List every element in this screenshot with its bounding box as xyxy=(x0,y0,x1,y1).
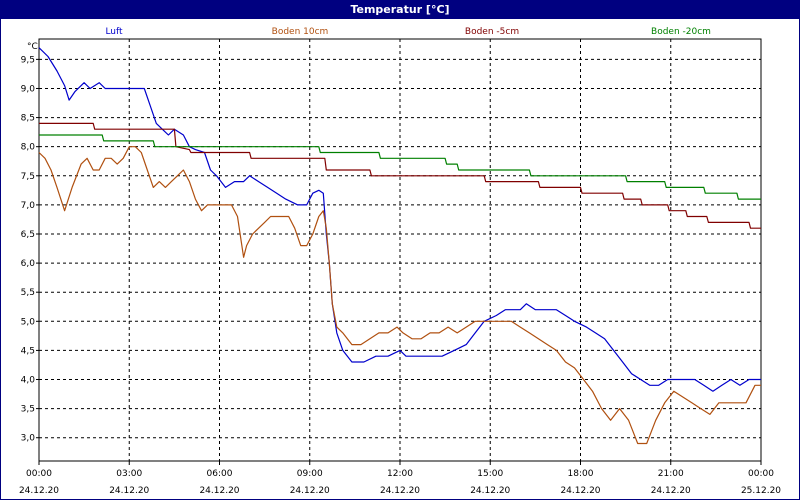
y-tick-label: 8,5 xyxy=(21,114,35,124)
y-tick-label: 6,0 xyxy=(21,259,36,269)
grid xyxy=(39,39,761,461)
x-tick-date: 24.12.20 xyxy=(199,486,239,496)
x-axis-ticks: 00:00 24.12.20 03:00 24.12.20 06:00 24.12.20 0… xyxy=(19,461,781,496)
y-tick-label: 5,5 xyxy=(21,288,35,298)
x-tick-time: 00:00 xyxy=(748,469,774,479)
y-tick-label: 3,5 xyxy=(21,405,35,415)
y-tick-label: 9,5 xyxy=(21,55,35,65)
x-tick-date: 24.12.20 xyxy=(109,486,149,496)
chart-title: Temperatur [°C] xyxy=(1,1,799,19)
legend-label-3: Boden -20cm xyxy=(651,27,711,37)
x-tick-time: 00:00 xyxy=(26,469,52,479)
x-tick-date: 24.12.20 xyxy=(290,486,330,496)
x-tick-time: 21:00 xyxy=(658,469,684,479)
x-tick-time: 18:00 xyxy=(568,469,594,479)
y-tick-label: 5,0 xyxy=(21,317,36,327)
legend-label-1: Boden 10cm xyxy=(272,27,329,37)
x-tick-date: 25.12.20 xyxy=(741,486,781,496)
x-tick-time: 12:00 xyxy=(387,469,413,479)
x-tick-time: 03:00 xyxy=(116,469,142,479)
y-tick-label: 9,0 xyxy=(21,84,36,94)
x-tick-date: 24.12.20 xyxy=(470,486,510,496)
x-tick-date: 24.12.20 xyxy=(560,486,600,496)
y-tick-label: 6,5 xyxy=(21,230,35,240)
y-axis-unit-label: °C xyxy=(27,42,38,52)
y-axis-ticks: 3,0 3,5 4,0 4,5 5,0 5,5 6,0 6,5 7,0 7,5 8,0 8,5 9,0 9… xyxy=(21,55,39,444)
series-line-luft xyxy=(38,47,761,392)
y-tick-label: 7,5 xyxy=(21,172,35,182)
x-tick-time: 15:00 xyxy=(477,469,503,479)
legend: Luft Boden 10cm Boden -5cm Boden -20cm xyxy=(105,27,711,37)
y-tick-label: 4,5 xyxy=(21,346,35,356)
series-line-boden-5cm xyxy=(39,122,761,229)
y-tick-label: 3,0 xyxy=(21,434,36,444)
series-lines xyxy=(38,47,761,445)
legend-label-2: Boden -5cm xyxy=(465,27,519,37)
x-tick-date: 24.12.20 xyxy=(19,486,59,496)
legend-label-0: Luft xyxy=(105,27,123,37)
x-tick-date: 24.12.20 xyxy=(380,486,420,496)
y-tick-label: 7,0 xyxy=(21,201,36,211)
x-tick-time: 06:00 xyxy=(207,469,233,479)
y-tick-label: 8,0 xyxy=(21,143,36,153)
x-tick-time: 09:00 xyxy=(297,469,323,479)
x-tick-date: 24.12.20 xyxy=(651,486,691,496)
series-line-boden-20cm xyxy=(39,134,761,200)
y-tick-label: 4,0 xyxy=(21,376,36,386)
series-line-boden-10cm xyxy=(38,146,761,445)
